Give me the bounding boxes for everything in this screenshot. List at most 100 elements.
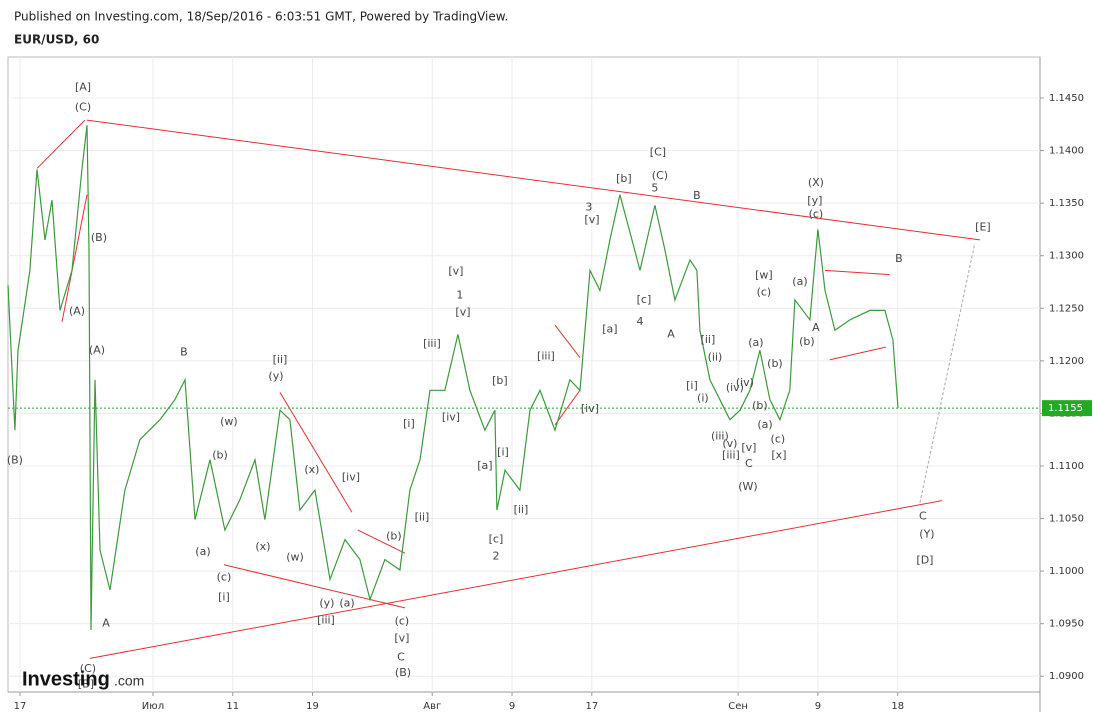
wave-label: [iii] — [317, 614, 335, 627]
wave-label: [iii] — [423, 337, 441, 350]
x-tick-label: Июл — [142, 701, 164, 712]
x-tick-label: 17 — [585, 701, 598, 712]
wave-label: (Y) — [919, 527, 934, 540]
y-tick-label: 1.1400 — [1049, 146, 1084, 157]
wave-label: (c) — [757, 285, 772, 298]
y-tick-label: 1.0900 — [1049, 671, 1084, 682]
wave-label: [ii] — [273, 353, 288, 366]
wave-label: (iii) — [711, 430, 729, 443]
wave-label: [iii] — [722, 448, 740, 461]
wave-label: (v) — [722, 437, 737, 450]
trend-line — [61, 194, 88, 323]
wave-label: [v] — [584, 213, 599, 226]
wave-label: 2 — [492, 549, 499, 562]
wave-label: [y] — [807, 194, 822, 207]
wave-label: [i] — [218, 590, 230, 603]
wave-label: (C) — [652, 169, 668, 182]
x-tick-label: 11 — [226, 701, 239, 712]
wave-label: (a) — [792, 275, 807, 288]
wave-label: B — [180, 345, 188, 358]
wave-label: [D] — [916, 554, 933, 567]
wave-label: (a) — [339, 597, 354, 610]
wave-label: (i) — [697, 392, 709, 405]
wave-label: 4 — [636, 315, 643, 328]
wave-label: (iv) — [726, 381, 744, 394]
wave-label: A — [667, 328, 675, 341]
wave-label: [c] — [489, 533, 504, 546]
y-tick-label: 1.1000 — [1049, 566, 1084, 577]
trend-line — [279, 392, 353, 513]
published-note: Published on Investing.com, 18/Sep/2016 … — [14, 10, 508, 24]
wave-label: (x) — [304, 463, 319, 476]
y-tick-label: 1.1300 — [1049, 251, 1084, 262]
wave-label: (c) — [809, 208, 824, 221]
wave-label: [a] — [602, 322, 617, 335]
y-tick-label: 1.1050 — [1049, 514, 1084, 525]
symbol: EUR/USD, 60 — [14, 33, 99, 47]
trend-line — [919, 242, 976, 503]
wave-label: B — [895, 252, 903, 265]
wave-label: (X) — [808, 176, 824, 189]
x-tick-label: Авг — [423, 701, 441, 712]
wave-label: (W) — [738, 480, 757, 493]
wave-label: (B) — [91, 231, 107, 244]
last-price-box — [1042, 400, 1092, 417]
wave-label: [E] — [975, 220, 991, 233]
wave-label: C — [919, 509, 927, 522]
wave-label: [iii] — [537, 350, 555, 363]
logo-main: Investing — [22, 668, 110, 690]
wave-label: (ii) — [708, 351, 723, 364]
trend-line — [357, 529, 406, 554]
wave-label: [iv] — [581, 402, 599, 415]
x-tick-label: 9 — [815, 701, 821, 712]
wave-label: [v] — [741, 441, 756, 454]
wave-label: (iv) — [736, 376, 754, 389]
trend-line — [824, 269, 890, 276]
wave-label: (c) — [771, 433, 786, 446]
wave-label: [i] — [497, 445, 509, 458]
trend-line — [36, 119, 86, 169]
y-tick-label: 1.1350 — [1049, 198, 1084, 209]
y-tick-label: 1.1100 — [1049, 461, 1084, 472]
y-tick-label: 1.1250 — [1049, 303, 1084, 314]
x-tick-label: 19 — [306, 701, 319, 712]
wave-label: [ii] — [514, 503, 529, 516]
trend-line — [554, 324, 581, 358]
trend-line — [89, 500, 942, 659]
wave-label: [v] — [394, 631, 409, 644]
y-tick-label: 1.0950 — [1049, 619, 1084, 630]
wave-label: (b) — [386, 529, 402, 542]
wave-label: [v] — [455, 305, 470, 318]
wave-label: (A) — [69, 304, 85, 317]
wave-label: (a) — [195, 545, 210, 558]
wave-label: (c) — [217, 570, 232, 583]
wave-label: [ii] — [415, 510, 430, 523]
trend-line — [554, 389, 581, 426]
wave-label: (y) — [268, 370, 283, 383]
wave-label: (y) — [319, 597, 334, 610]
trend-line — [829, 346, 886, 361]
wave-label: 5 — [651, 181, 658, 194]
wave-label: 3 — [585, 200, 592, 213]
wave-label: [ii] — [701, 333, 716, 346]
wave-label: [b] — [492, 374, 508, 387]
wave-label: (w) — [220, 415, 238, 428]
wave-label: (C) — [75, 100, 91, 113]
wave-label: (a) — [757, 418, 772, 431]
wave-label: (b) — [212, 448, 228, 461]
price-line — [7, 125, 899, 631]
wave-label: (a) — [748, 336, 763, 349]
y-tick-label: 1.1450 — [1049, 93, 1084, 104]
x-tick-label: 9 — [509, 701, 515, 712]
plot-area — [7, 56, 1041, 712]
wave-label: A — [812, 321, 820, 334]
wave-label: [i] — [403, 417, 415, 430]
wave-label: (w) — [286, 550, 304, 563]
y-tick-label: 1.1200 — [1049, 356, 1084, 367]
wave-label: (b) — [752, 399, 768, 412]
wave-label: [v] — [448, 264, 463, 277]
wave-label: [a] — [477, 459, 492, 472]
x-tick-label: Сен — [728, 701, 748, 712]
